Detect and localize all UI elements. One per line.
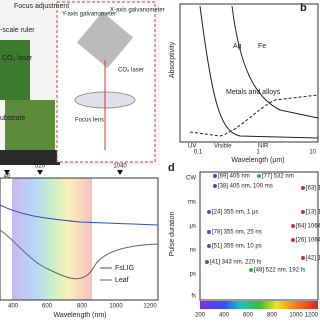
x-tick-label: 1200 <box>305 313 319 319</box>
curve-label: Fe <box>258 43 266 50</box>
axes <box>199 171 319 301</box>
point-label: [63] 1 <box>306 186 320 192</box>
legend-label: Leaf <box>115 277 129 284</box>
x-tick-label: 600 <box>42 304 53 310</box>
y-tick-label: ps <box>190 272 196 278</box>
region-label: UV <box>188 144 196 150</box>
region-label: NIR <box>258 144 269 150</box>
galvanometer <box>76 11 134 69</box>
marker-triangles <box>4 170 123 175</box>
curve-ag <box>199 5 319 139</box>
panel-c: 46 520 1040 FsLIG Leaf 400 600 800 1000 … <box>0 164 159 319</box>
curve-fslig <box>0 204 159 226</box>
y-tick-label: ns <box>190 248 196 254</box>
point-label: [64] 1064 nm, 4 <box>296 224 320 230</box>
point-label: [78] 355 nm, 25 ns <box>212 230 262 236</box>
x-tick-label: 800 <box>267 313 278 319</box>
point <box>291 224 295 228</box>
marker-label: 46 <box>4 174 11 180</box>
annotation: ubstrate <box>0 115 25 122</box>
x-tick-label: 400 <box>8 304 19 310</box>
point <box>301 256 305 260</box>
x-tick-label: 1200 <box>143 304 157 310</box>
point <box>301 186 305 190</box>
point <box>213 174 217 178</box>
x-tick-label: 600 <box>243 313 254 319</box>
panel-label: d <box>168 162 175 174</box>
x-tick-label: 1000 <box>109 304 123 310</box>
panel-d: d Pulse duration CW ms μs ns ps fs [69] 405 n… <box>168 162 320 319</box>
point <box>207 230 211 234</box>
annotation: Y-axis galvanometer <box>62 12 116 18</box>
region-label: Visible <box>214 144 232 150</box>
point-label: [48] 522 nm, 192 fs <box>254 268 305 274</box>
axes <box>179 3 319 143</box>
curve-label: Ag <box>233 43 242 50</box>
x-tick-label: 200 <box>195 313 206 319</box>
visible-band <box>12 178 92 300</box>
point <box>205 260 209 264</box>
point-label: [51] 355 nm, 10 ps <box>212 244 262 250</box>
point <box>301 210 305 214</box>
curve-metals <box>189 94 319 137</box>
annotation: CO₂ laser <box>2 55 33 62</box>
point <box>291 238 295 242</box>
annotation: Focus adjustment <box>14 3 69 10</box>
panel-a: Focus adjustment -scale ruler CO₂ laser … <box>0 0 165 165</box>
annotation: -scale ruler <box>0 27 35 34</box>
legend-label: FsLIG <box>115 265 134 272</box>
color-bar <box>200 301 318 309</box>
point <box>249 268 253 272</box>
marker-label: 1040 <box>113 164 127 170</box>
point <box>213 184 217 188</box>
curve-label: Metals and alloys <box>226 89 281 96</box>
point-label: [77] 532 nm <box>262 174 294 180</box>
point <box>207 210 211 214</box>
x-tick-label: 1 <box>256 150 260 156</box>
x-tick-label: 1000 <box>289 313 303 319</box>
y-tick-label: ms <box>188 200 196 206</box>
point-label: [26] 1064 nm, 4 <box>296 238 320 244</box>
point-label: [38] 405 nm, 100 ms <box>218 184 273 190</box>
y-label: Pulse duration <box>169 212 176 257</box>
marker-label: 520 <box>35 164 46 170</box>
stage <box>5 100 55 150</box>
point-label: [69] 405 nm <box>218 174 250 180</box>
x-tick-label: 10 <box>309 150 316 156</box>
point-label: [42] 104 <box>306 256 320 262</box>
x-label: Wavelength (μm) <box>231 157 284 164</box>
y-tick-label: μs <box>190 224 196 230</box>
point-label: [41] 343 nm, 220 fs <box>210 260 261 266</box>
curve-leaf <box>0 229 159 280</box>
point-label: [13] 1 <box>306 210 320 216</box>
annotation: X-axis galvanometer <box>110 8 165 14</box>
y-tick-label: fs <box>191 294 196 300</box>
panel-label: b <box>300 2 307 14</box>
x-tick-label: 400 <box>219 313 230 319</box>
x-tick-label: 800 <box>77 304 88 310</box>
axes <box>0 177 159 301</box>
x-label: Wavelength (nm) <box>53 312 106 319</box>
point <box>257 174 261 178</box>
curve-fe <box>231 5 319 119</box>
x-tick-label: 0.1 <box>194 150 203 156</box>
annotation: CO₂ laser <box>118 68 144 74</box>
point-label: [24] 355 nm, 1 μs <box>212 210 258 216</box>
point <box>207 244 211 248</box>
base <box>0 150 60 165</box>
laser-body <box>0 40 30 100</box>
annotation: Focus lens <box>75 118 104 124</box>
y-tick-label: CW <box>186 176 196 182</box>
y-label: Absorptivity <box>169 41 176 78</box>
panel-b: b Absorptivity Ag Fe Metals and alloys U… <box>169 2 319 164</box>
